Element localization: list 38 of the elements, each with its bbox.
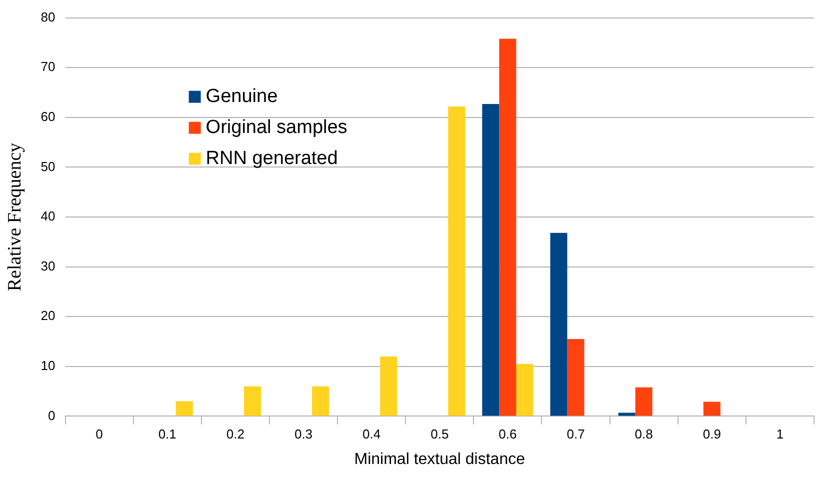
legend-label: RNN generated: [206, 148, 338, 170]
x-tick-label: 1: [776, 426, 784, 442]
legend-label: Genuine: [206, 86, 278, 108]
y-tick-label: 50: [40, 158, 56, 174]
y-tick-label: 20: [40, 308, 56, 324]
x-tick-label: 0.5: [430, 426, 449, 442]
x-axis-title: Minimal textual distance: [354, 450, 526, 468]
bar: [516, 364, 534, 416]
bar: [176, 401, 193, 416]
bar: [567, 339, 584, 416]
bar: [703, 402, 720, 416]
x-tick-label: 0.7: [566, 426, 585, 442]
x-tick-label: 0.3: [294, 426, 313, 442]
legend-label: Original samples: [206, 117, 348, 138]
y-tick-label: 70: [40, 59, 56, 74]
bar: [550, 232, 568, 416]
y-axis-title: Relative Frequency: [4, 142, 26, 292]
y-tick-label: 10: [40, 358, 56, 373]
x-tick-label: 0.1: [158, 426, 176, 442]
bar: [380, 356, 398, 416]
y-tick-label: 80: [40, 9, 56, 24]
bar: [312, 386, 330, 416]
bar: [499, 38, 516, 416]
x-tick-label: 0.9: [702, 426, 721, 442]
bar: [448, 106, 466, 416]
y-tick-label: 0: [48, 408, 56, 423]
bar: [618, 412, 636, 416]
x-tick-label: 0: [96, 426, 103, 442]
x-tick-label: 0.4: [362, 426, 381, 442]
y-tick-label: 30: [40, 258, 56, 274]
y-tick-label: 60: [40, 108, 56, 124]
bar: [244, 386, 261, 416]
x-tick-label: 0.8: [634, 426, 653, 442]
y-tick-label: 40: [40, 208, 56, 224]
x-tick-label: 0.2: [226, 426, 244, 442]
bar: [635, 387, 652, 416]
bar: [482, 104, 500, 416]
x-tick-label: 0.6: [498, 426, 517, 442]
